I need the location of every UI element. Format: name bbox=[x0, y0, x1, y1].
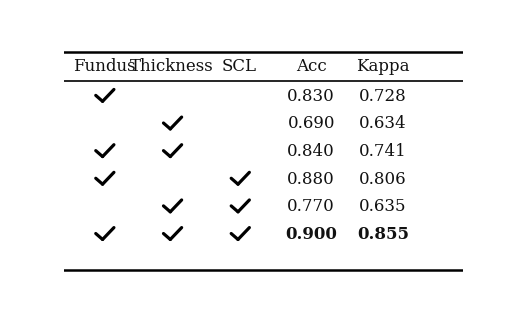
Text: 0.830: 0.830 bbox=[287, 88, 335, 105]
Text: 0.634: 0.634 bbox=[359, 115, 407, 132]
Text: Kappa: Kappa bbox=[356, 58, 410, 75]
Text: 0.880: 0.880 bbox=[287, 171, 335, 188]
Text: 0.855: 0.855 bbox=[357, 226, 409, 243]
Text: 0.900: 0.900 bbox=[285, 226, 337, 243]
Text: 0.728: 0.728 bbox=[359, 88, 407, 105]
Text: 0.690: 0.690 bbox=[287, 115, 335, 132]
Text: 0.806: 0.806 bbox=[359, 171, 407, 188]
Text: SCL: SCL bbox=[222, 58, 257, 75]
Text: 0.741: 0.741 bbox=[359, 143, 407, 160]
Text: Fundus: Fundus bbox=[73, 58, 135, 75]
Text: 0.635: 0.635 bbox=[359, 198, 407, 215]
Text: 0.840: 0.840 bbox=[287, 143, 335, 160]
Text: Acc: Acc bbox=[296, 58, 326, 75]
Text: 0.770: 0.770 bbox=[287, 198, 335, 215]
Text: Thickness: Thickness bbox=[130, 58, 214, 75]
